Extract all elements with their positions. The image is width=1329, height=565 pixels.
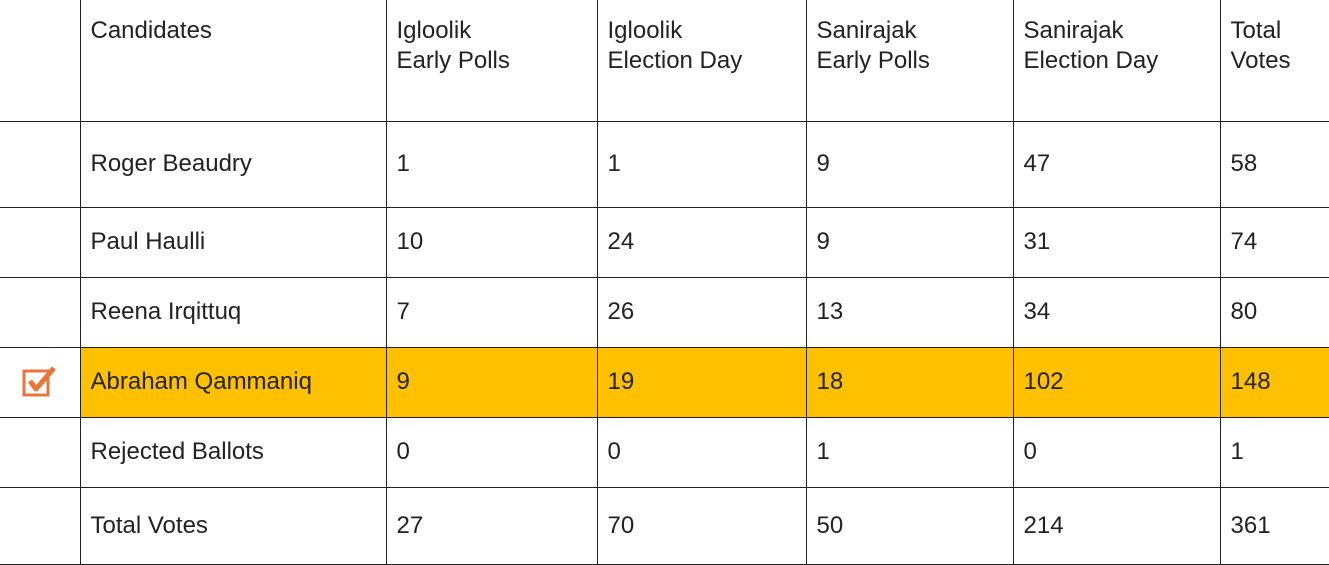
candidate-cell: Rejected Ballots bbox=[79, 416, 387, 488]
table-row: Abraham Qammaniq 9 19 18 102 148 bbox=[0, 346, 1329, 418]
vote-cell: 9 bbox=[805, 206, 1014, 278]
header-cell: Sanirajak Early Polls bbox=[805, 0, 1014, 122]
header-row: Candidates Igloolik Early Polls Igloolik Ele… bbox=[0, 0, 1329, 122]
table-row: Paul Haulli 10 24 9 31 74 bbox=[0, 206, 1329, 278]
header-line: Total bbox=[1230, 17, 1282, 44]
header-line: Votes bbox=[1230, 47, 1291, 74]
candidate-cell: Total Votes bbox=[79, 486, 387, 565]
vote-cell: 70 bbox=[596, 486, 807, 565]
header-cell: Sanirajak Election Day bbox=[1012, 0, 1221, 122]
header-line: Early Polls bbox=[396, 47, 510, 74]
candidate-cell: Reena Irqittuq bbox=[79, 276, 387, 348]
vote-cell: 1 bbox=[805, 416, 1014, 488]
vote-cell: 50 bbox=[805, 486, 1014, 565]
header-line: Early Polls bbox=[816, 47, 930, 74]
vote-cell: 47 bbox=[1012, 120, 1221, 208]
check-cell bbox=[0, 346, 81, 418]
table-row: Reena Irqittuq 7 26 13 34 80 bbox=[0, 276, 1329, 348]
vote-cell: 27 bbox=[385, 486, 598, 565]
vote-cell: 10 bbox=[385, 206, 598, 278]
candidate-cell: Paul Haulli bbox=[79, 206, 387, 278]
table-row: Roger Beaudry 1 1 9 47 58 bbox=[0, 120, 1329, 208]
vote-cell: 361 bbox=[1219, 486, 1329, 565]
vote-cell: 31 bbox=[1012, 206, 1221, 278]
vote-cell: 34 bbox=[1012, 276, 1221, 348]
header-line: Election Day bbox=[1023, 47, 1159, 74]
header-line: Igloolik bbox=[396, 17, 472, 44]
vote-cell: 1 bbox=[385, 120, 598, 208]
candidate-cell: Abraham Qammaniq bbox=[79, 346, 387, 418]
vote-cell: 9 bbox=[385, 346, 598, 418]
vote-cell: 19 bbox=[596, 346, 807, 418]
vote-cell: 74 bbox=[1219, 206, 1329, 278]
vote-cell: 58 bbox=[1219, 120, 1329, 208]
header-cell bbox=[0, 0, 81, 122]
header-cell: Igloolik Election Day bbox=[596, 0, 807, 122]
table-row: Rejected Ballots 0 0 1 0 1 bbox=[0, 416, 1329, 488]
check-cell bbox=[0, 120, 81, 208]
check-cell bbox=[0, 276, 81, 348]
vote-cell: 18 bbox=[805, 346, 1014, 418]
check-cell bbox=[0, 416, 81, 488]
check-cell bbox=[0, 486, 81, 565]
header-line: Sanirajak bbox=[1023, 17, 1124, 44]
vote-cell: 1 bbox=[596, 120, 807, 208]
vote-cell: 80 bbox=[1219, 276, 1329, 348]
vote-cell: 26 bbox=[596, 276, 807, 348]
table-row: Total Votes 27 70 50 214 361 bbox=[0, 486, 1329, 565]
header-cell: Igloolik Early Polls bbox=[385, 0, 598, 122]
check-icon bbox=[22, 366, 56, 397]
header-cell: Total Votes bbox=[1219, 0, 1329, 122]
header-line: Candidates bbox=[90, 17, 212, 44]
vote-cell: 24 bbox=[596, 206, 807, 278]
header-line: Sanirajak bbox=[816, 17, 917, 44]
header-line: Election Day bbox=[607, 47, 743, 74]
vote-cell: 7 bbox=[385, 276, 598, 348]
vote-cell: 0 bbox=[385, 416, 598, 488]
header-line: Igloolik bbox=[607, 17, 683, 44]
vote-cell: 102 bbox=[1012, 346, 1221, 418]
header-cell: Candidates bbox=[79, 0, 387, 122]
check-cell bbox=[0, 206, 81, 278]
candidate-cell: Roger Beaudry bbox=[79, 120, 387, 208]
vote-cell: 0 bbox=[596, 416, 807, 488]
vote-cell: 148 bbox=[1219, 346, 1329, 418]
vote-cell: 13 bbox=[805, 276, 1014, 348]
vote-cell: 214 bbox=[1012, 486, 1221, 565]
vote-cell: 0 bbox=[1012, 416, 1221, 488]
vote-cell: 9 bbox=[805, 120, 1014, 208]
vote-cell: 1 bbox=[1219, 416, 1329, 488]
